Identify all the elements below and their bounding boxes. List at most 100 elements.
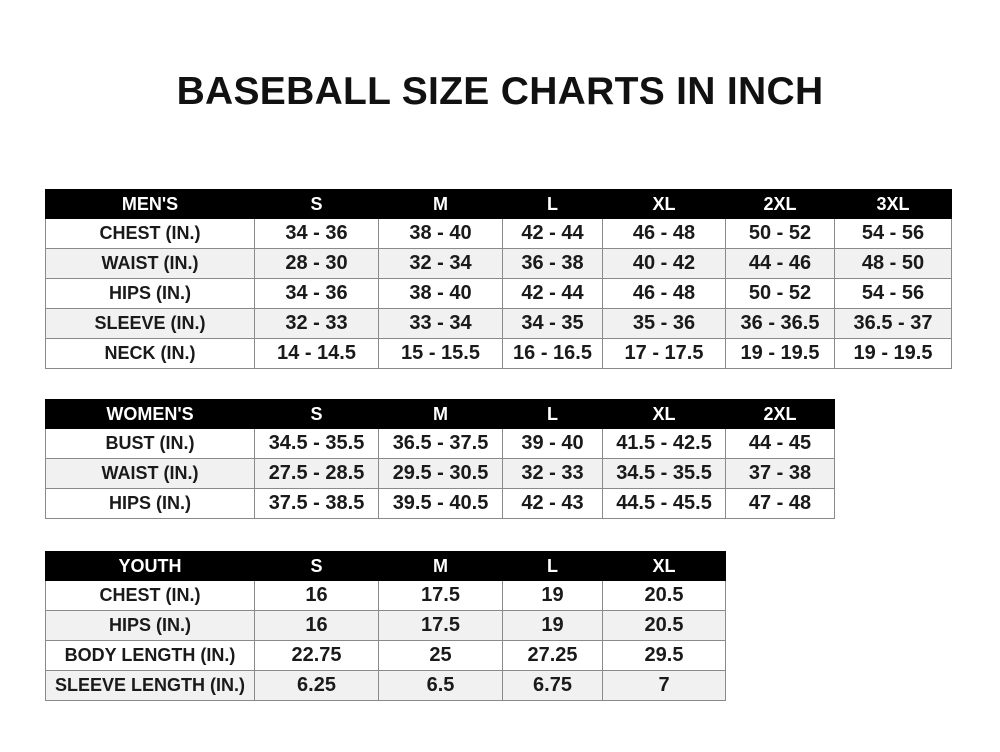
size-value: 34 - 36: [254, 218, 379, 249]
size-header: S: [254, 551, 379, 581]
size-value: 48 - 50: [834, 248, 952, 279]
size-value: 32 - 33: [254, 308, 379, 339]
size-header: XL: [602, 551, 726, 581]
size-value: 35 - 36: [602, 308, 726, 339]
size-value: 29.5: [602, 640, 726, 671]
size-header: S: [254, 399, 379, 429]
category-header: YOUTH: [45, 551, 255, 581]
size-value: 29.5 - 30.5: [378, 458, 503, 489]
size-header: L: [502, 189, 603, 219]
size-value: 22.75: [254, 640, 379, 671]
size-header: XL: [602, 189, 726, 219]
header-row: MEN'S S M L XL 2XL 3XL: [45, 189, 952, 219]
size-value: 19: [502, 580, 603, 611]
table-row: CHEST (IN.) 16 17.5 19 20.5: [45, 580, 726, 611]
size-value: 28 - 30: [254, 248, 379, 279]
table-row: CHEST (IN.) 34 - 36 38 - 40 42 - 44 46 - 48 5…: [45, 218, 952, 249]
table-row: HIPS (IN.) 37.5 - 38.5 39.5 - 40.5 42 - 43 4…: [45, 488, 835, 519]
size-header: M: [378, 551, 503, 581]
measurement-label: SLEEVE LENGTH (IN.): [45, 670, 255, 701]
size-value: 36 - 36.5: [725, 308, 835, 339]
womens-size-table: WOMEN'S S M L XL 2XL BUST (IN.) 34.5 - 35.5 36.5…: [45, 399, 835, 519]
size-header: 2XL: [725, 189, 835, 219]
size-value: 6.25: [254, 670, 379, 701]
size-header: M: [378, 189, 503, 219]
size-value: 42 - 43: [502, 488, 603, 519]
size-value: 38 - 40: [378, 278, 503, 309]
table-row: BODY LENGTH (IN.) 22.75 25 27.25 29.5: [45, 640, 726, 671]
size-value: 39 - 40: [502, 428, 603, 459]
size-value: 54 - 56: [834, 278, 952, 309]
measurement-label: HIPS (IN.): [45, 278, 255, 309]
size-value: 20.5: [602, 610, 726, 641]
size-header: M: [378, 399, 503, 429]
size-value: 32 - 33: [502, 458, 603, 489]
size-header: 3XL: [834, 189, 952, 219]
size-value: 47 - 48: [725, 488, 835, 519]
size-value: 17.5: [378, 610, 503, 641]
category-header: MEN'S: [45, 189, 255, 219]
size-value: 50 - 52: [725, 278, 835, 309]
size-value: 44 - 45: [725, 428, 835, 459]
size-value: 42 - 44: [502, 218, 603, 249]
size-value: 19 - 19.5: [834, 338, 952, 369]
size-value: 25: [378, 640, 503, 671]
size-value: 19 - 19.5: [725, 338, 835, 369]
size-value: 37 - 38: [725, 458, 835, 489]
measurement-label: SLEEVE (IN.): [45, 308, 255, 339]
table-row: NECK (IN.) 14 - 14.5 15 - 15.5 16 - 16.5 17 …: [45, 338, 952, 369]
size-value: 36 - 38: [502, 248, 603, 279]
size-value: 54 - 56: [834, 218, 952, 249]
size-value: 16: [254, 610, 379, 641]
table-row: HIPS (IN.) 34 - 36 38 - 40 42 - 44 46 - 48 50…: [45, 278, 952, 309]
size-value: 50 - 52: [725, 218, 835, 249]
mens-size-table: MEN'S S M L XL 2XL 3XL CHEST (IN.) 34 - 36 38 - 4…: [45, 189, 952, 369]
size-value: 42 - 44: [502, 278, 603, 309]
header-row: YOUTH S M L XL: [45, 551, 726, 581]
size-value: 32 - 34: [378, 248, 503, 279]
size-value: 41.5 - 42.5: [602, 428, 726, 459]
size-value: 16: [254, 580, 379, 611]
size-header: XL: [602, 399, 726, 429]
table-row: HIPS (IN.) 16 17.5 19 20.5: [45, 610, 726, 641]
size-value: 19: [502, 610, 603, 641]
measurement-label: WAIST (IN.): [45, 458, 255, 489]
measurement-label: CHEST (IN.): [45, 580, 255, 611]
size-value: 34.5 - 35.5: [254, 428, 379, 459]
size-value: 17 - 17.5: [602, 338, 726, 369]
size-header: S: [254, 189, 379, 219]
size-value: 34 - 36: [254, 278, 379, 309]
size-value: 36.5 - 37.5: [378, 428, 503, 459]
table-row: SLEEVE LENGTH (IN.) 6.25 6.5 6.75 7: [45, 670, 726, 701]
size-value: 6.5: [378, 670, 503, 701]
measurement-label: BUST (IN.): [45, 428, 255, 459]
table-row: WAIST (IN.) 27.5 - 28.5 29.5 - 30.5 32 - 33…: [45, 458, 835, 489]
size-value: 34 - 35: [502, 308, 603, 339]
size-value: 6.75: [502, 670, 603, 701]
size-header: 2XL: [725, 399, 835, 429]
size-value: 38 - 40: [378, 218, 503, 249]
size-value: 44 - 46: [725, 248, 835, 279]
size-value: 37.5 - 38.5: [254, 488, 379, 519]
size-header: L: [502, 399, 603, 429]
size-value: 27.5 - 28.5: [254, 458, 379, 489]
size-value: 27.25: [502, 640, 603, 671]
size-value: 46 - 48: [602, 218, 726, 249]
header-row: WOMEN'S S M L XL 2XL: [45, 399, 835, 429]
size-header: L: [502, 551, 603, 581]
measurement-label: HIPS (IN.): [45, 610, 255, 641]
measurement-label: WAIST (IN.): [45, 248, 255, 279]
size-value: 17.5: [378, 580, 503, 611]
size-value: 44.5 - 45.5: [602, 488, 726, 519]
size-value: 15 - 15.5: [378, 338, 503, 369]
measurement-label: HIPS (IN.): [45, 488, 255, 519]
measurement-label: BODY LENGTH (IN.): [45, 640, 255, 671]
youth-size-table: YOUTH S M L XL CHEST (IN.) 16 17.5 19 20.5 HIPS (I…: [45, 551, 726, 701]
table-row: WAIST (IN.) 28 - 30 32 - 34 36 - 38 40 - 42 4…: [45, 248, 952, 279]
size-value: 34.5 - 35.5: [602, 458, 726, 489]
size-value: 7: [602, 670, 726, 701]
size-value: 16 - 16.5: [502, 338, 603, 369]
size-value: 14 - 14.5: [254, 338, 379, 369]
measurement-label: NECK (IN.): [45, 338, 255, 369]
size-value: 36.5 - 37: [834, 308, 952, 339]
